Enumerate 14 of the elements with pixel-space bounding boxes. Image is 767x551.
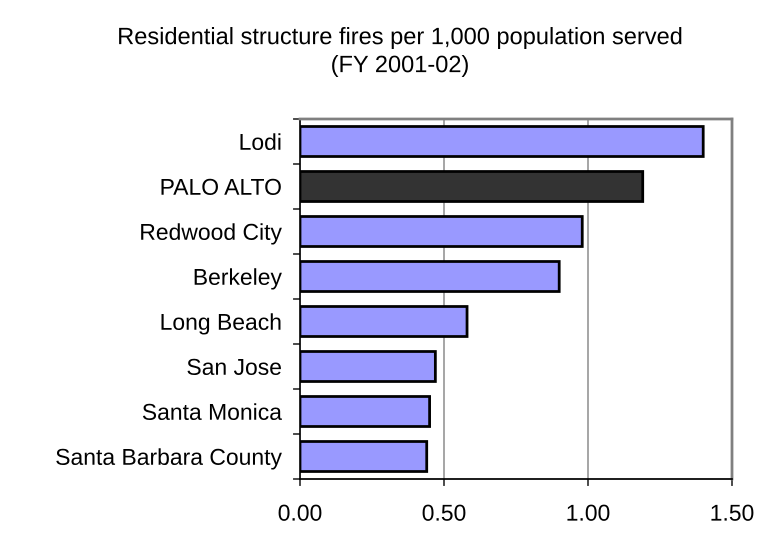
y-tick-label: San Jose [187,358,281,376]
chart-subtitle: (FY 2001-02) [332,54,468,77]
y-tick-label: Redwood City [141,223,282,245]
x-tick-label: 0.00 [278,504,322,521]
y-tick-label: Lodi [240,133,280,150]
y-tick-label: Santa Barbara County [56,448,282,470]
chart-title: Residential structure fires per 1,000 population served [119,26,682,50]
y-tick-label: Long Beach [162,313,280,335]
x-tick-label: 1.00 [567,504,610,521]
y-tick-label: Berkeley [194,268,282,290]
x-tick-label: 0.50 [422,504,466,521]
x-tick-label: 1.50 [711,504,754,521]
y-tick-label: Santa Monica [142,403,282,420]
y-tick-label: PALO ALTO [162,178,281,196]
